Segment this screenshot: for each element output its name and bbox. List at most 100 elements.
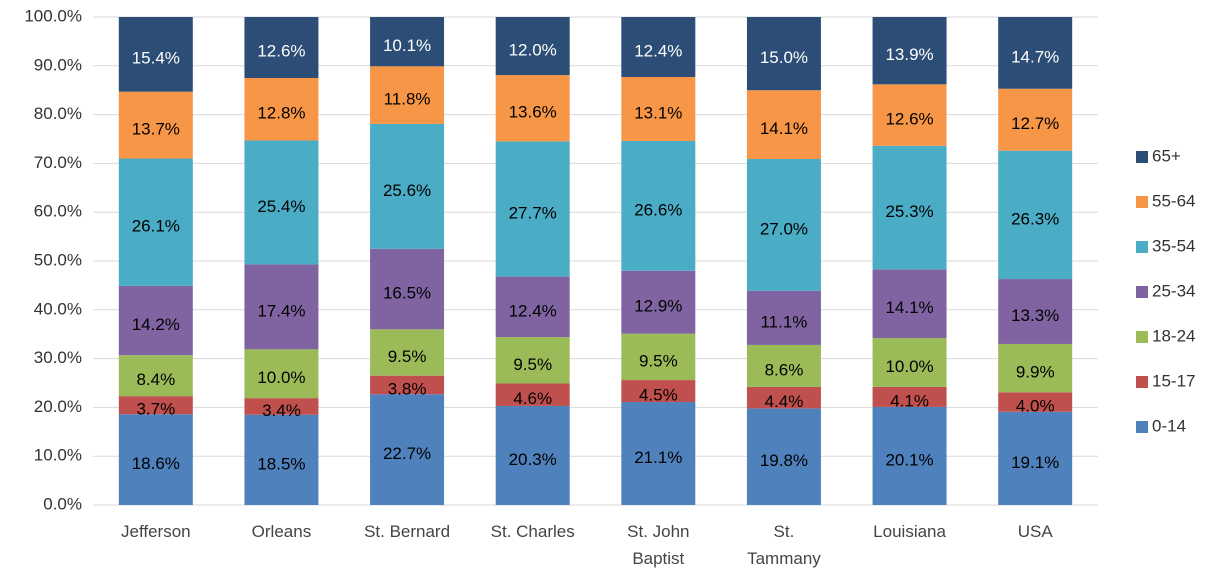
bar-segment xyxy=(872,17,947,85)
bar-segment xyxy=(998,17,1073,89)
data-label: 9.5% xyxy=(513,355,552,374)
data-label: 9.5% xyxy=(639,351,678,370)
bar-segment xyxy=(621,402,696,505)
data-label: 19.1% xyxy=(1011,453,1059,472)
bar-segment xyxy=(746,386,821,409)
data-label: 9.9% xyxy=(1016,363,1055,382)
bar-segment xyxy=(998,279,1073,344)
data-label: 12.7% xyxy=(1011,114,1059,133)
bar-segment xyxy=(118,285,193,356)
data-label: 20.1% xyxy=(885,450,933,469)
data-label: 13.3% xyxy=(1011,306,1059,325)
x-tick-label: St. Charles xyxy=(490,522,575,541)
bar-segment xyxy=(244,140,319,265)
bar-segment xyxy=(998,343,1073,393)
bar-segment xyxy=(118,17,193,92)
y-tick-label: 40.0% xyxy=(34,299,82,318)
bar-segment xyxy=(370,248,445,330)
y-tick-label: 50.0% xyxy=(34,250,82,269)
bar-segment xyxy=(872,84,947,146)
bar-segment xyxy=(621,270,696,334)
legend-label: 65+ xyxy=(1152,146,1181,165)
y-tick-label: 70.0% xyxy=(34,153,82,172)
data-label: 25.4% xyxy=(257,197,305,216)
data-label: 19.8% xyxy=(760,451,808,470)
data-label: 12.9% xyxy=(634,297,682,316)
bar-segment xyxy=(872,269,947,339)
bar-segment xyxy=(495,276,570,338)
bar-segment xyxy=(746,408,821,505)
bar-segment xyxy=(244,398,319,415)
data-label: 9.5% xyxy=(388,347,427,366)
data-label: 27.7% xyxy=(509,204,557,223)
bar-segment xyxy=(746,290,821,345)
bar-segment xyxy=(998,411,1073,505)
bar-segment xyxy=(118,158,193,286)
y-tick-label: 30.0% xyxy=(34,348,82,367)
data-label: 22.7% xyxy=(383,444,431,463)
bar-segment xyxy=(621,333,696,381)
data-label: 11.1% xyxy=(760,312,807,331)
data-label: 14.7% xyxy=(1011,47,1059,66)
bar-segment xyxy=(495,405,570,505)
bar-segment xyxy=(998,150,1073,280)
data-label: 26.6% xyxy=(634,200,682,219)
data-label: 18.5% xyxy=(257,454,305,473)
y-tick-label: 10.0% xyxy=(34,446,82,465)
legend-label: 35-54 xyxy=(1152,236,1195,255)
bar-segment xyxy=(621,140,696,271)
x-tick-label: Louisiana xyxy=(873,522,946,541)
data-label: 13.6% xyxy=(509,103,557,122)
data-label: 27.0% xyxy=(760,219,808,238)
data-label: 17.4% xyxy=(257,301,305,320)
bar-segment xyxy=(244,264,319,350)
bar-segment xyxy=(495,141,570,277)
bar-segment xyxy=(621,77,696,141)
data-label: 13.7% xyxy=(132,120,180,139)
data-label: 16.5% xyxy=(383,284,431,303)
x-tick-label: St. John Baptist xyxy=(627,522,690,568)
data-label: 26.3% xyxy=(1011,209,1059,228)
legend-swatch xyxy=(1136,151,1148,163)
y-tick-label: 20.0% xyxy=(34,397,82,416)
data-label: 10.1% xyxy=(383,36,431,55)
bar-segment xyxy=(998,392,1073,412)
x-tick-label: Jefferson xyxy=(121,522,191,541)
bar-segment xyxy=(998,88,1073,151)
data-label: 3.7% xyxy=(136,400,175,419)
bar-segment xyxy=(118,91,193,159)
y-tick-label: 90.0% xyxy=(34,55,82,74)
bar-segment xyxy=(872,386,947,407)
bar-segment xyxy=(118,396,193,415)
data-label: 25.3% xyxy=(885,202,933,221)
bar-segment xyxy=(244,78,319,141)
data-label: 13.1% xyxy=(634,103,682,122)
data-label: 4.5% xyxy=(639,386,678,405)
data-label: 11.8% xyxy=(384,90,431,109)
data-label: 8.6% xyxy=(765,360,804,379)
bar-segment xyxy=(370,375,445,395)
bar-segment xyxy=(495,17,570,76)
data-label: 12.0% xyxy=(509,40,557,59)
data-label: 10.0% xyxy=(257,368,305,387)
bar-segment xyxy=(370,394,445,505)
bar-segment xyxy=(495,75,570,142)
data-label: 10.0% xyxy=(885,357,933,376)
legend-label: 55-64 xyxy=(1152,191,1195,210)
legend-label: 18-24 xyxy=(1152,326,1195,345)
legend-label: 15-17 xyxy=(1152,371,1195,390)
data-label: 14.1% xyxy=(760,119,808,138)
bar-segment xyxy=(244,414,319,505)
legend-label: 0-14 xyxy=(1152,416,1186,435)
x-tick-label: St. Tammany xyxy=(747,522,821,568)
bar-segment xyxy=(746,159,821,291)
bar-segment xyxy=(495,337,570,384)
bar-segment xyxy=(495,383,570,406)
data-label: 3.8% xyxy=(388,379,427,398)
x-tick-label: St. Bernard xyxy=(364,522,451,541)
data-label: 15.4% xyxy=(132,49,180,68)
bar-segment xyxy=(244,349,319,399)
data-label: 4.1% xyxy=(890,391,929,410)
data-label: 21.1% xyxy=(634,448,682,467)
bars xyxy=(118,17,1073,505)
